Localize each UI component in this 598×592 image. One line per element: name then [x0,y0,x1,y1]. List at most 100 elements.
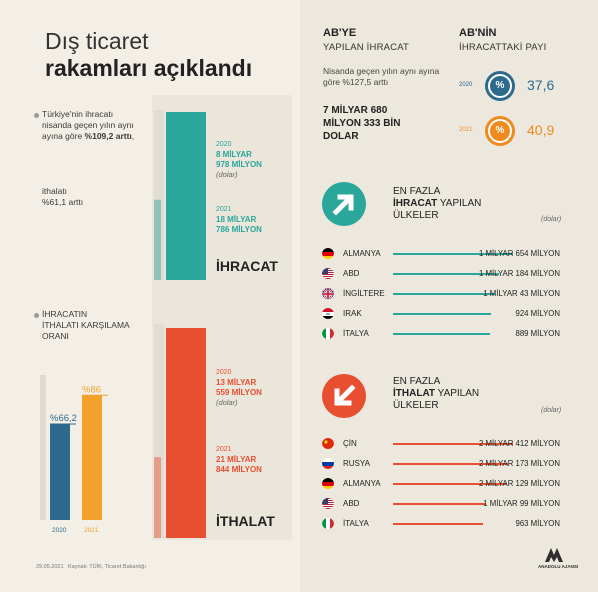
arrow-up-right-icon [322,182,366,226]
abye-subheading: YAPILAN İHRACAT [323,42,410,53]
country-name: ALMANYA [343,479,381,488]
flag-holder [322,437,334,449]
flag-holder [322,457,334,469]
country-name: ÇİN [343,439,357,448]
coverage-ratio-chart: %66,2 2020 %86 2021 [40,375,108,534]
country-bar [393,293,495,295]
flag-holder [322,307,334,319]
country-value: 1 MİLYAR 184 MİLYON [478,269,560,278]
flag-holder [322,517,334,529]
flag-holder [322,327,334,339]
ratio-year-label: 2020 [52,527,67,534]
aa-logo-mark [545,548,563,562]
flag-it-icon [322,328,334,339]
aa-logo-icon [543,545,565,563]
import-2021-label: 2021 21 MİLYAR 844 MİLYON [216,446,262,474]
bullet-icon [34,113,39,118]
title-line-1: Dış ticaret [45,28,149,54]
flag-de-icon [322,248,334,259]
country-row: İTALYA 963 MİLYON [0,513,598,533]
country-bar [393,463,509,465]
share-2021-year: 2021 [459,127,473,133]
country-value: 963 MİLYON [515,519,561,528]
country-bar [393,313,491,315]
bullet-icon [34,313,39,318]
share-2020-year: 2020 [459,82,473,88]
country-bar [393,523,483,525]
country-row: ALMANYA 1 MİLYAR 654 MİLYON [0,243,598,263]
country-name: RUSYA [343,459,370,468]
share-2021-donut: % [485,116,515,146]
flag-iq-icon [322,308,334,319]
country-name: İTALYA [343,329,369,338]
ratio-year-label: 2021 [84,527,99,534]
import-bar-2020 [154,457,161,538]
export-growth-value: %109,2 arttı [84,131,132,141]
country-bar [393,253,513,255]
country-row: İNGİLTERE 1 MİLYAR 43 MİLYON [0,283,598,303]
footer-date: 29.05.2021 [36,564,64,570]
flag-holder [322,497,334,509]
flag-us-icon [322,498,334,509]
abye-value: 7 MİLYAR 680 MİLYON 333 BİN DOLAR [323,105,401,142]
top-import-unit: (dolar) [541,407,562,414]
import-label: İTHALAT [216,513,275,529]
country-bar [393,503,486,505]
country-row: ABD 1 MİLYAR 99 MİLYON [0,493,598,513]
top-export-unit: (dolar) [541,216,562,223]
export-growth-note: Türkiye'nin ihracatı nisanda geçen yılın… [42,109,135,141]
percent-icon: % [488,119,512,143]
flag-holder [322,247,334,259]
right-panel [300,0,598,592]
import-growth-text: ithalatı [42,186,68,196]
export-bar-track [154,110,164,280]
country-value: 924 MİLYON [515,309,561,318]
country-value: 1 MİLYAR 654 MİLYON [478,249,560,258]
country-name: İTALYA [343,519,369,528]
import-bar-track [154,324,164,538]
flag-holder [322,267,334,279]
ratio-value-label: %86 [82,384,101,395]
abye-note: Nisanda geçen yılın aynı ayına göre %127… [323,66,440,87]
title-line-2: rakamları açıklandı [45,55,253,81]
abye-heading: AB'YE [323,27,357,39]
export-label: İHRACAT [216,258,278,274]
import-growth-value: %61,1 arttı [42,197,84,207]
country-bar [393,483,508,485]
percent-icon: % [488,74,512,98]
ratio-value-label: %66,2 [50,413,77,424]
top-export-heading: EN FAZLA İHRACAT YAPILAN ÜLKELER [393,186,482,221]
flag-de-icon [322,478,334,489]
country-name: ALMANYA [343,249,381,258]
country-row: IRAK 924 MİLYON [0,303,598,323]
country-name: IRAK [343,309,362,318]
country-row: ALMANYA 2 MİLYAR 129 MİLYON [0,473,598,493]
arrow-down-left-icon [322,374,366,418]
flag-holder [322,477,334,489]
export-2021-label: 2021 18 MİLYAR 786 MİLYON [216,206,262,234]
trade-bars-chart [154,110,206,538]
country-bar [393,443,513,445]
country-name: ABD [343,269,360,278]
ratio-bar-2020 [50,424,70,520]
abnin-heading: AB'NİN [459,27,497,39]
country-row: İTALYA 889 MİLYON [0,323,598,343]
export-bar-2020 [154,199,161,280]
country-value: 889 MİLYON [515,329,561,338]
top-import-heading: EN FAZLA İTHALAT YAPILAN ÜLKELER [393,376,480,411]
flag-it-icon [322,518,334,529]
country-value: 2 MİLYAR 129 MİLYON [478,479,560,488]
country-value: 2 MİLYAR 412 MİLYON [478,439,560,448]
country-value: 2 MİLYAR 173 MİLYON [478,459,560,468]
flag-holder [322,287,334,299]
export-2020-label: 2020 8 MİLYAR 978 MİLYON (dolar) [216,141,262,179]
country-value: 1 MİLYAR 43 MİLYON [483,289,560,298]
country-row: RUSYA 2 MİLYAR 173 MİLYON [0,453,598,473]
footer-source: Kaynak: TÜİK, Ticaret Bakanlığı [68,564,146,570]
flag-us-icon [322,268,334,279]
export-growth-text: Türkiye'nin ihracatı nisanda geçen yılın… [42,109,134,141]
share-2020-donut: % [485,71,515,101]
country-name: ABD [343,499,360,508]
ratio-heading: İHRACATIN İTHALATI KARŞILAMA ORANI [42,309,130,341]
country-value: 1 MİLYAR 99 MİLYON [483,499,560,508]
